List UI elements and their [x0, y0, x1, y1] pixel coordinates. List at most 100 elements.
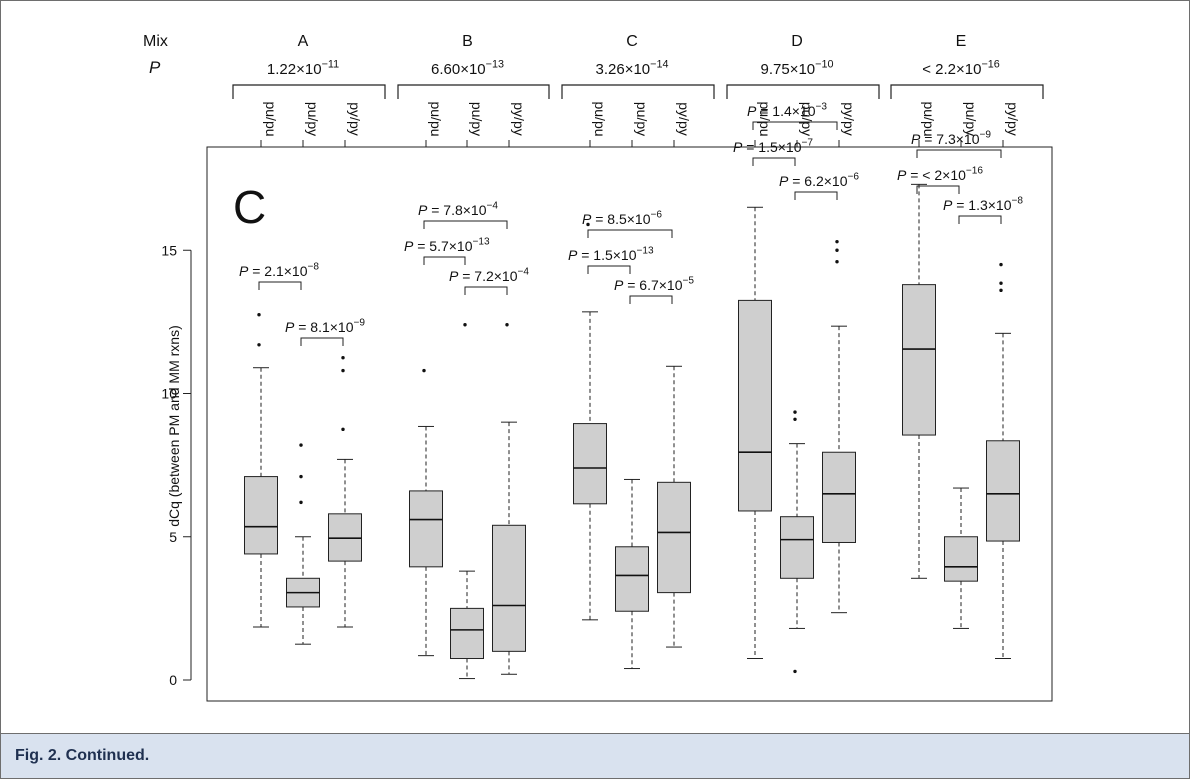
category-label: pu/pu — [263, 101, 279, 136]
box — [615, 546, 649, 612]
box — [573, 423, 607, 505]
category-label: pu/py — [799, 102, 815, 136]
category-label: pu/pu — [592, 101, 608, 136]
box — [657, 481, 691, 594]
outlier-point — [793, 410, 797, 414]
comparison-bracket — [464, 286, 508, 295]
category-label: py/py — [511, 102, 527, 135]
outlier-point — [835, 260, 839, 264]
comparison-bracket — [587, 229, 673, 238]
category-label: pu/py — [305, 102, 321, 136]
comparison-p-value: P = 7.2×10−4 — [449, 267, 529, 284]
group-bracket — [232, 84, 386, 99]
category-label: pu/py — [469, 102, 485, 136]
comparison-p-value: P = 8.5×10−6 — [582, 210, 662, 227]
comparison-bracket — [423, 256, 466, 265]
comparison-p-value: P = 5.7×10−13 — [404, 237, 490, 254]
comparison-bracket — [916, 149, 1002, 158]
group-bracket — [890, 84, 1044, 99]
outlier-point — [505, 323, 509, 327]
y-axis-label: dCq (between PM and MM rxns) — [166, 325, 182, 527]
group-p-value: 3.26×10−14 — [596, 58, 669, 78]
mix-label: A — [298, 33, 309, 50]
y-tick-label: 10 — [161, 386, 177, 402]
box — [450, 607, 484, 660]
group-p-value: 1.22×10−11 — [267, 58, 339, 78]
mix-row-label: Mix — [143, 33, 168, 50]
box — [986, 440, 1020, 542]
figure-panel: C 0 5 10 15 dCq (between PM and MM rxns) Mix P A… — [0, 0, 1190, 733]
comparison-p-value: P = 1.5×10−13 — [568, 246, 654, 263]
outlier-point — [299, 443, 303, 447]
mix-label: E — [956, 33, 967, 50]
comparison-bracket — [752, 121, 838, 130]
comparison-bracket — [752, 157, 796, 166]
outlier-point — [341, 368, 345, 373]
box — [944, 536, 978, 582]
outlier-point — [793, 669, 797, 674]
category-label: pu/pu — [921, 101, 937, 136]
comparison-bracket — [958, 215, 1002, 224]
group-bracket — [561, 84, 715, 99]
comparison-bracket — [587, 265, 631, 274]
category-label: pu/pu — [757, 101, 773, 136]
mix-label: D — [791, 33, 803, 50]
comparison-p-value: P = 1.4×10−3 — [747, 102, 827, 119]
outlier-point — [257, 343, 261, 347]
group-p-value: 6.60×10−13 — [431, 58, 504, 78]
group-bracket — [726, 84, 880, 99]
y-tick-label: 0 — [169, 672, 177, 688]
comparison-p-value: P = 1.5×10−7 — [733, 138, 813, 155]
outlier-point — [299, 500, 303, 505]
group-bracket — [397, 84, 550, 99]
outlier-point — [999, 262, 1003, 267]
outlier-point — [422, 368, 426, 373]
comparison-bracket — [423, 220, 508, 229]
category-label: pu/py — [634, 102, 650, 136]
box — [780, 516, 814, 579]
outlier-point — [299, 474, 303, 479]
group-p-value: 9.75×10−10 — [761, 58, 834, 78]
category-label: py/py — [676, 102, 692, 135]
outlier-point — [257, 313, 261, 317]
comparison-bracket — [300, 337, 344, 346]
panel-label: C — [233, 181, 266, 233]
comparison-p-value: P = 8.1×10−9 — [285, 318, 365, 335]
group-p-value: < 2.2×10−16 — [922, 58, 1000, 78]
comparison-p-value: P = 7.3×10−9 — [911, 130, 991, 147]
comparison-bracket — [916, 185, 960, 194]
comparison-p-value: P = 6.2×10−6 — [779, 172, 859, 189]
comparison-bracket — [258, 281, 302, 290]
y-tick-label: 15 — [161, 242, 177, 258]
box-plot-chart: C 0 5 10 15 dCq (between PM and MM rxns) Mix P A… — [143, 33, 1053, 702]
box — [409, 490, 443, 568]
outlier-point — [463, 323, 467, 327]
p-row-label: P — [149, 58, 161, 77]
category-label: py/py — [841, 102, 857, 135]
plot-frame — [206, 146, 1053, 702]
outlier-point — [999, 281, 1003, 285]
y-tick-label: 5 — [169, 529, 177, 545]
comparison-p-value: P = < 2×10−16 — [897, 166, 983, 183]
box — [492, 524, 526, 652]
category-label: pu/py — [963, 102, 979, 136]
comparison-p-value: P = 1.3×10−8 — [943, 196, 1023, 213]
outlier-point — [586, 222, 590, 227]
category-label: py/py — [1005, 102, 1021, 135]
box — [902, 284, 936, 436]
category-label: pu/pu — [428, 101, 444, 136]
outlier-point — [341, 427, 345, 432]
comparison-p-value: P = 7.8×10−4 — [418, 201, 498, 218]
outlier-point — [835, 239, 839, 244]
outlier-point — [835, 248, 839, 252]
mix-label: C — [626, 33, 638, 50]
comparison-p-value: P = 2.1×10−8 — [239, 262, 319, 279]
comparison-p-value: P = 6.7×10−5 — [614, 276, 694, 293]
outlier-point — [793, 417, 797, 421]
outlier-point — [341, 355, 345, 360]
outlier-point — [999, 288, 1003, 293]
box — [822, 451, 856, 543]
mix-label: B — [462, 33, 473, 50]
figure-caption: Fig. 2. Continued. — [15, 747, 150, 764]
comparison-bracket — [629, 295, 673, 304]
